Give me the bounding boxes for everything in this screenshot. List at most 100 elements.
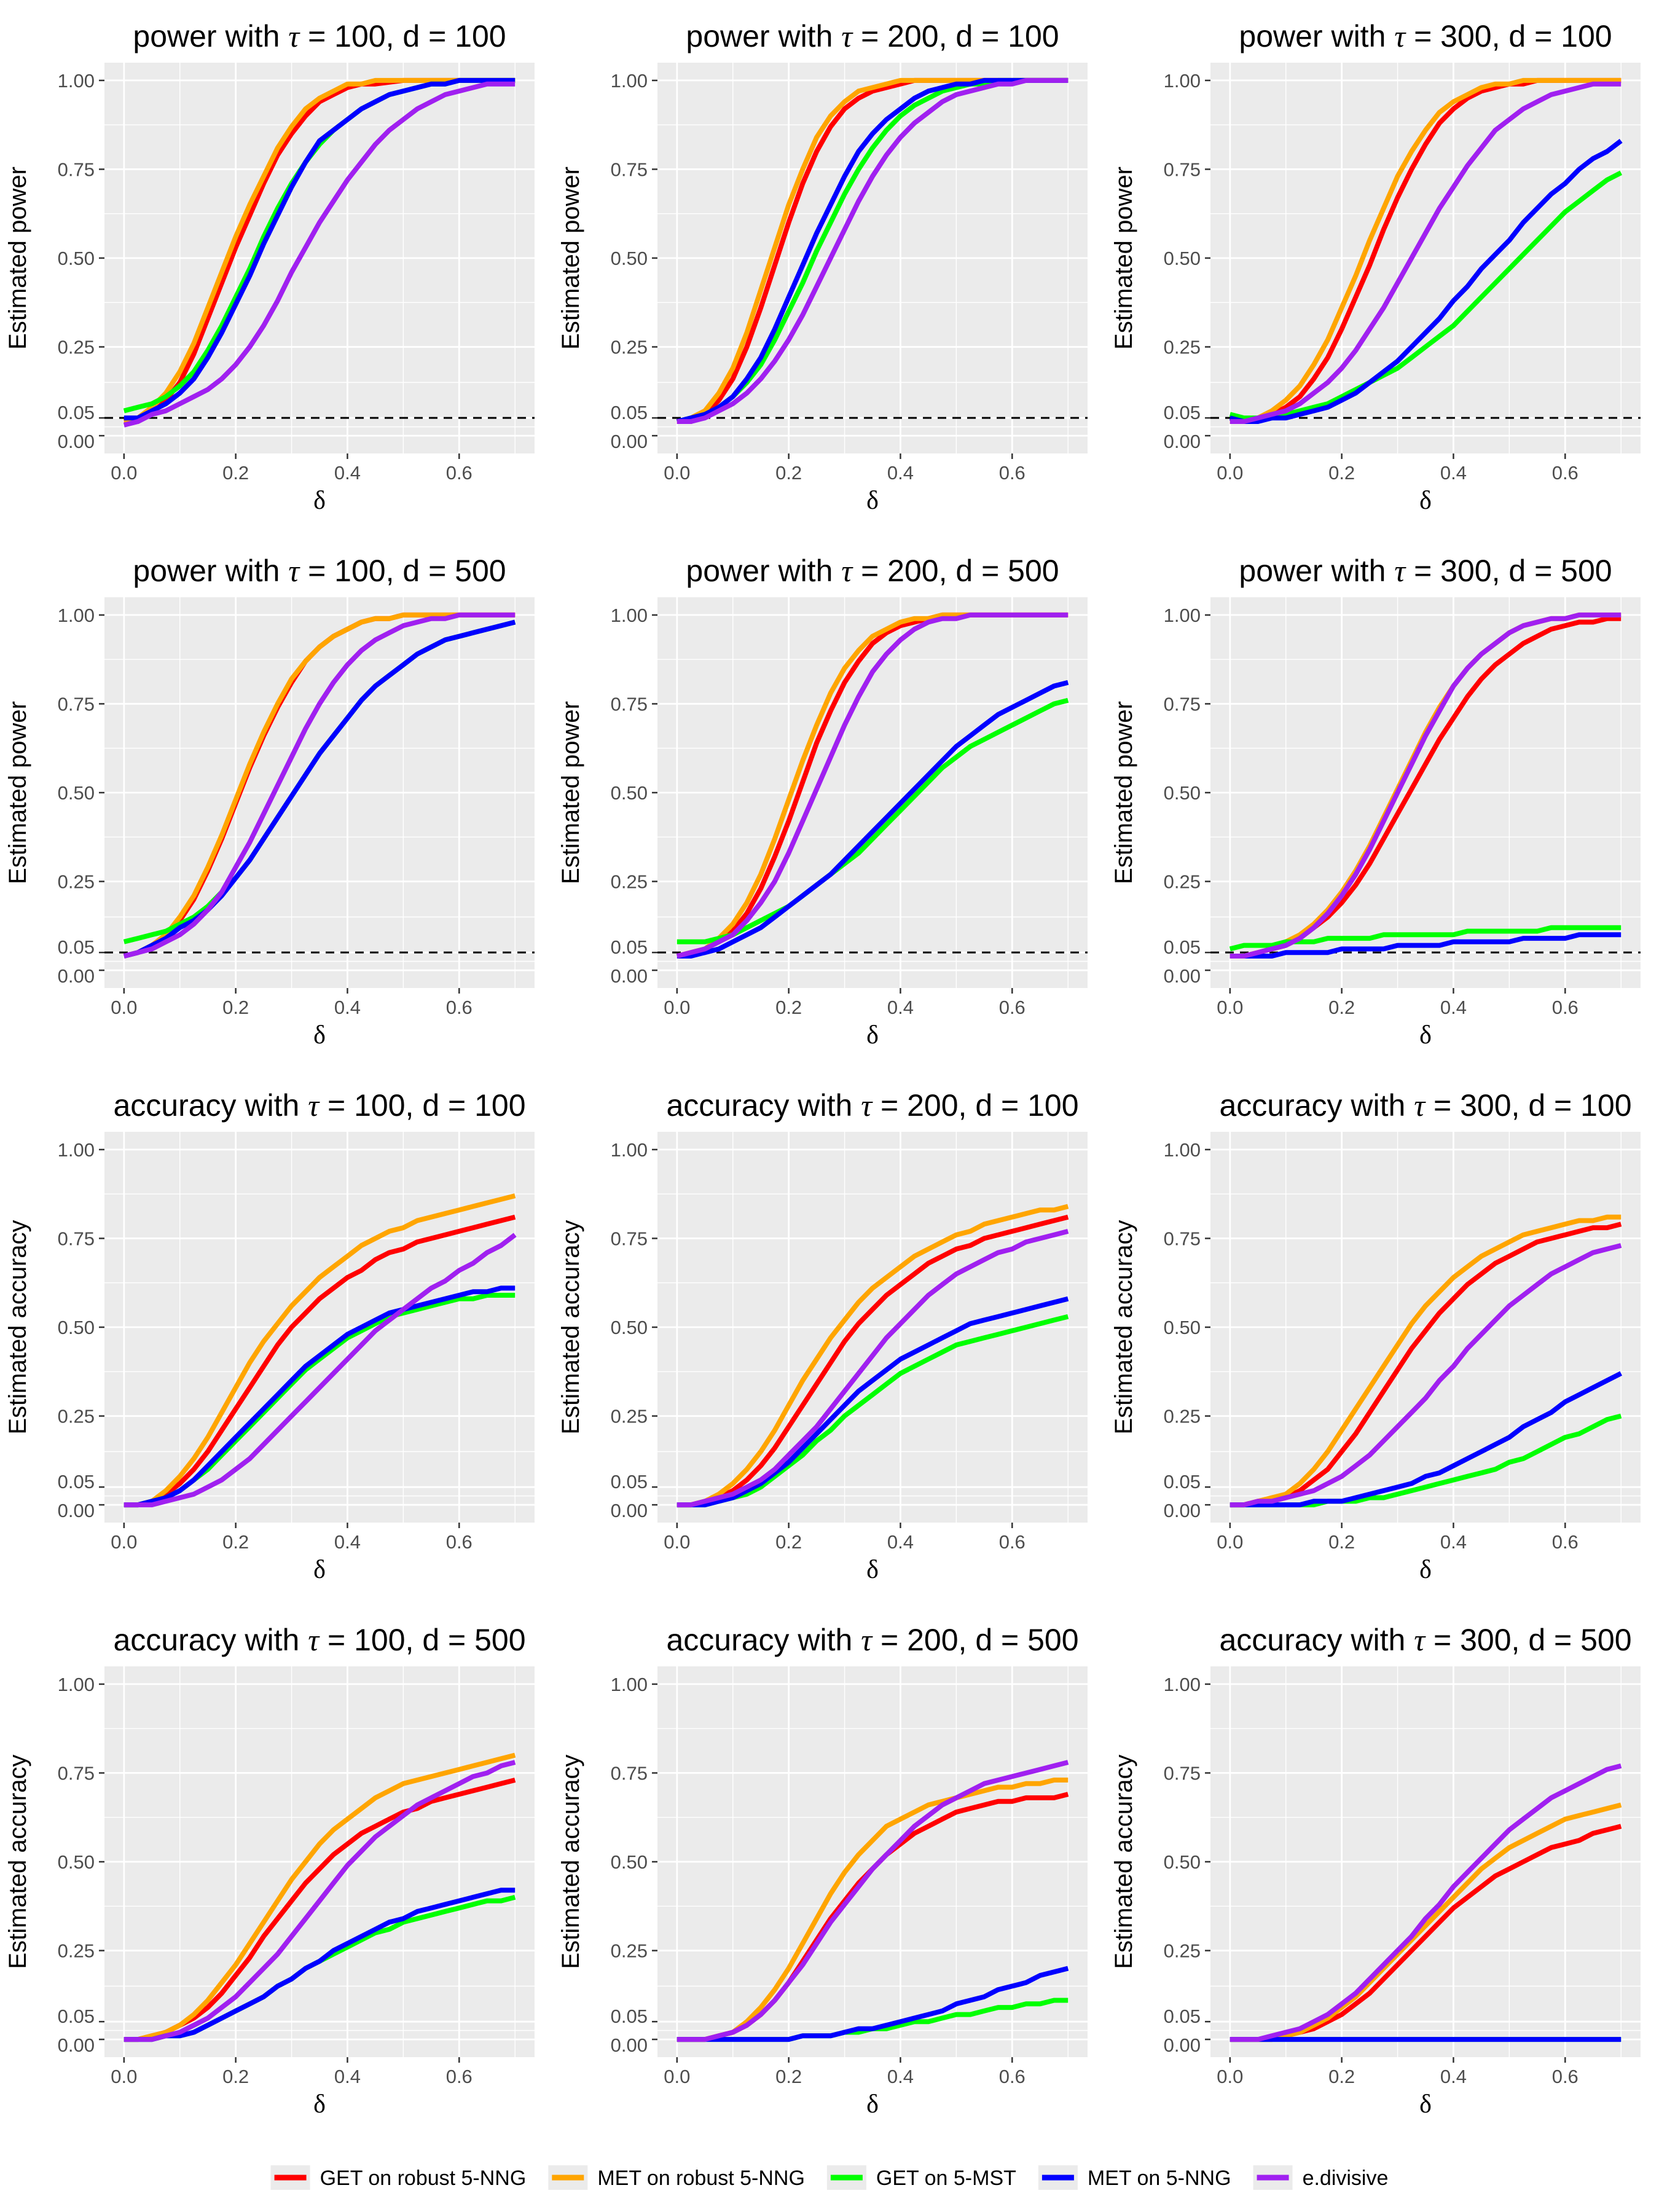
y-tick-label: 0.25 <box>1164 337 1201 358</box>
y-tick-label: 1.00 <box>611 70 648 92</box>
series-lines <box>1229 612 1622 959</box>
panel-4: 0.0 0.2 0.4 0.6 δ 0.00 0.05 0.25 0.50 0.75 1.00 Est… <box>4 554 535 1049</box>
series-line-get-on-robust-5-nng <box>677 1214 1069 1508</box>
x-axis: 0.0 0.2 0.4 0.6 δ <box>1217 988 1579 1049</box>
x-tick-label: 0.0 <box>111 462 137 484</box>
series-line-e-divisive <box>1230 1763 1622 2042</box>
x-tick-label: 0.4 <box>1440 997 1467 1018</box>
y-tick-label: 0.25 <box>58 871 95 893</box>
x-tick-label: 0.2 <box>775 462 802 484</box>
x-tick-label: 0.4 <box>887 1531 914 1553</box>
y-axis: 0.00 0.05 0.25 0.50 0.75 1.00 Estimated power <box>1110 605 1210 987</box>
series-line-met-on-5-nng <box>124 1888 516 2042</box>
x-tick-label: 0.2 <box>222 2066 249 2087</box>
series-line-e-divisive <box>123 612 516 959</box>
y-tick-label: 0.50 <box>611 1317 648 1338</box>
y-axis: 0.00 0.05 0.25 0.50 0.75 1.00 Estimated accura… <box>1110 1139 1210 1521</box>
y-tick-label: 0.00 <box>1164 431 1201 452</box>
series-line-e-divisive <box>123 81 516 428</box>
series-lines <box>1230 1214 1623 1508</box>
series-line-met-on-5-nng <box>124 77 516 421</box>
y-tick-label: 0.00 <box>611 1500 648 1521</box>
y-tick-label: 0.25 <box>58 1940 95 1962</box>
x-tick-label: 0.0 <box>1217 1531 1243 1553</box>
x-tick-label: 0.0 <box>111 1531 137 1553</box>
y-tick-label: 1.00 <box>1164 1674 1201 1695</box>
y-axis-title: Estimated accuracy <box>557 1754 584 1969</box>
y-tick-label: 0.00 <box>58 1500 95 1521</box>
y-axis-title: Estimated accuracy <box>557 1220 584 1434</box>
panel-5: 0.0 0.2 0.4 0.6 δ 0.00 0.05 0.25 0.50 0.75 1.00 Est… <box>557 554 1088 1049</box>
series-line-get-on-5-mst <box>677 697 1069 944</box>
y-tick-label: 0.50 <box>611 248 648 269</box>
x-tick-label: 0.4 <box>1440 1531 1467 1553</box>
y-tick-label: 0.00 <box>58 2034 95 2056</box>
y-tick-label: 0.00 <box>611 431 648 452</box>
series-line-e-divisive <box>124 1760 516 2042</box>
y-tick-label: 0.25 <box>58 337 95 358</box>
series-line-e-divisive <box>676 612 1069 959</box>
y-tick-label: 1.00 <box>611 605 648 626</box>
y-tick-label: 0.00 <box>1164 2034 1201 2056</box>
series-line-e-divisive <box>1230 81 1622 424</box>
series-lines <box>123 77 516 428</box>
legend-label: MET on 5-NNG <box>1088 2167 1231 2190</box>
series-line-met-on-5-nng <box>676 77 1069 424</box>
legend-label: MET on robust 5-NNG <box>597 2167 805 2190</box>
x-tick-label: 0.4 <box>1440 2066 1467 2087</box>
x-tick-label: 0.0 <box>1217 2066 1243 2087</box>
y-axis: 0.00 0.05 0.25 0.50 0.75 1.00 Estimated power <box>4 605 104 987</box>
y-tick-label: 0.00 <box>611 2034 648 2056</box>
x-axis: 0.0 0.2 0.4 0.6 δ <box>1217 1523 1579 1584</box>
y-tick-label: 0.05 <box>58 2006 95 2027</box>
panel-2: 0.0 0.2 0.4 0.6 δ 0.00 0.05 0.25 0.50 0.75 1.00 Est… <box>557 19 1088 515</box>
x-axis-title: δ <box>866 1021 879 1049</box>
y-grid <box>1210 1148 1641 1506</box>
y-tick-label: 1.00 <box>58 70 95 92</box>
y-grid <box>1210 614 1641 971</box>
y-tick-label: 0.05 <box>611 2006 648 2027</box>
y-axis-title: Estimated accuracy <box>1110 1754 1137 1969</box>
y-tick-label: 0.25 <box>611 871 648 893</box>
x-axis-title: δ <box>866 487 879 515</box>
x-tick-label: 0.4 <box>334 1531 361 1553</box>
x-tick-label: 0.6 <box>999 2066 1026 2087</box>
y-tick-label: 0.00 <box>1164 965 1201 987</box>
series-line-e-divisive <box>1230 1243 1622 1508</box>
y-tick-label: 0.50 <box>611 1851 648 1873</box>
y-tick-label: 0.75 <box>611 1762 648 1784</box>
x-axis-title: δ <box>1419 487 1432 515</box>
series-line-get-on-robust-5-nng <box>124 1214 516 1508</box>
y-tick-label: 0.50 <box>1164 782 1201 804</box>
x-tick-label: 0.6 <box>1552 997 1579 1018</box>
legend-label: GET on 5-MST <box>876 2167 1016 2190</box>
panel-9: 0.0 0.2 0.4 0.6 δ 0.00 0.05 0.25 0.50 0.75 1.00 Est… <box>1110 1088 1641 1584</box>
y-tick-label: 1.00 <box>58 1139 95 1161</box>
x-tick-label: 0.2 <box>222 1531 249 1553</box>
y-tick-label: 0.50 <box>611 782 648 804</box>
y-axis: 0.00 0.05 0.25 0.50 0.75 1.00 Estimated accura… <box>1110 1674 1210 2056</box>
series-lines <box>677 1760 1069 2042</box>
panel-7: 0.0 0.2 0.4 0.6 δ 0.00 0.05 0.25 0.50 0.75 1.00 Est… <box>4 1088 535 1584</box>
y-axis: 0.00 0.05 0.25 0.50 0.75 1.00 Estimated power <box>557 605 657 987</box>
x-tick-label: 0.2 <box>1328 462 1355 484</box>
panel-title: power with τ = 300, d = 500 <box>1239 554 1612 588</box>
panel-title: power with τ = 100, d = 500 <box>133 554 506 588</box>
x-axis: 0.0 0.2 0.4 0.6 δ <box>111 988 473 1049</box>
series-line-met-on-robust-5-nng <box>1230 77 1622 424</box>
y-tick-label: 1.00 <box>1164 605 1201 626</box>
x-tick-label: 0.0 <box>1217 462 1243 484</box>
y-tick-label: 0.75 <box>58 693 95 715</box>
series-line-e-divisive <box>677 77 1069 424</box>
y-tick-label: 0.75 <box>58 1228 95 1249</box>
panel-11: 0.0 0.2 0.4 0.6 δ 0.00 0.05 0.25 0.50 0.75 1.00 Est… <box>557 1623 1088 2119</box>
series-lines <box>676 77 1069 424</box>
series-line-met-on-5-nng <box>1230 1371 1623 1508</box>
y-tick-label: 0.75 <box>611 159 648 180</box>
panel-title: power with τ = 200, d = 500 <box>686 554 1059 588</box>
x-tick-label: 0.4 <box>1440 462 1467 484</box>
x-tick-label: 0.0 <box>664 462 690 484</box>
panel-title: accuracy with τ = 300, d = 500 <box>1219 1623 1631 1657</box>
y-tick-label: 0.75 <box>1164 1762 1201 1784</box>
panel-10: 0.0 0.2 0.4 0.6 δ 0.00 0.05 0.25 0.50 0.75 1.00 Est… <box>4 1623 535 2119</box>
